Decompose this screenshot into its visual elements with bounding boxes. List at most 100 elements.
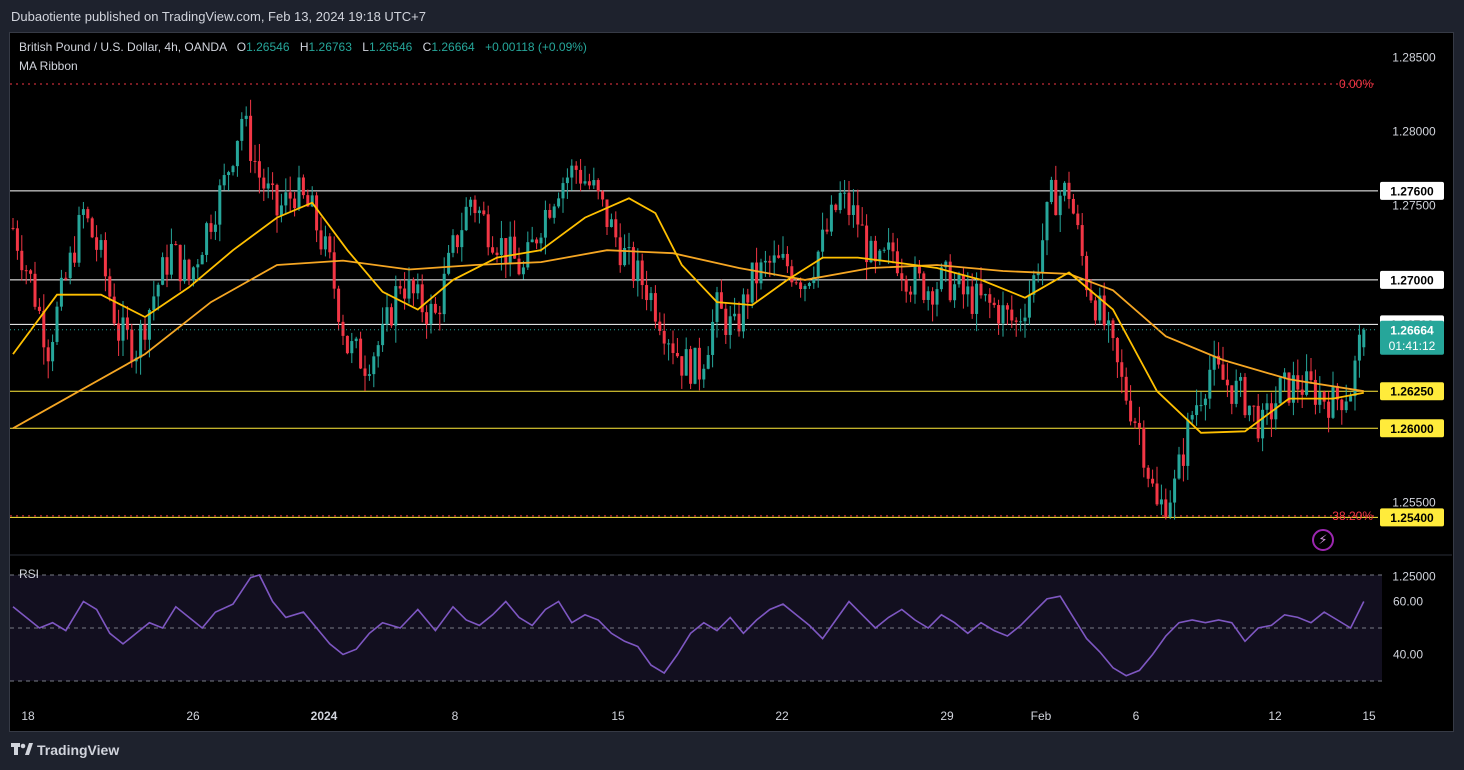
candle-body <box>29 270 33 274</box>
candle-body <box>1089 290 1093 301</box>
indicator-legend[interactable]: MA Ribbon <box>19 59 78 73</box>
candle-body <box>1344 401 1348 411</box>
candle-body <box>1129 400 1133 422</box>
candle-body <box>200 254 204 265</box>
candle-body <box>350 341 354 354</box>
candle-body <box>288 192 292 199</box>
lightning-icon[interactable]: ⚡ <box>1312 529 1334 551</box>
candle-body <box>834 204 838 211</box>
candle-body <box>1137 422 1141 428</box>
candle-body <box>1159 499 1163 505</box>
candle-body <box>887 242 891 250</box>
candle-body <box>310 195 314 207</box>
candle-body <box>772 255 776 263</box>
candle-body <box>1049 179 1053 203</box>
candle-body <box>966 286 970 295</box>
candle-body <box>728 316 732 335</box>
candle-body <box>931 291 935 305</box>
candle-body <box>565 177 569 184</box>
candle-body <box>601 191 605 200</box>
candle-body <box>1309 371 1313 380</box>
candle-body <box>988 294 992 303</box>
candle-body <box>1085 255 1089 291</box>
candle-body <box>499 238 503 255</box>
candle-body <box>891 242 895 252</box>
candle-body <box>1080 225 1084 256</box>
candle-body <box>1177 454 1181 479</box>
candle-body <box>530 239 534 243</box>
candle-body <box>1225 379 1229 386</box>
rsi-legend[interactable]: RSI <box>19 567 40 581</box>
price-badge-box <box>1380 320 1444 355</box>
candle-body <box>1181 454 1185 466</box>
candle-body <box>323 236 327 250</box>
horizontal-levels <box>10 190 1378 518</box>
candle-body <box>1133 421 1137 423</box>
candle-body <box>315 195 319 231</box>
candle-body <box>741 294 745 332</box>
candle-body <box>477 210 481 214</box>
candle-body <box>284 192 288 206</box>
candle-body <box>42 310 46 348</box>
candle-body <box>420 284 424 313</box>
candle-body <box>1190 415 1194 420</box>
candle-body <box>1283 372 1287 378</box>
candle-body <box>416 284 420 294</box>
fib-levels: 0.00% 38.20% <box>10 77 1378 523</box>
candle-body <box>95 237 99 250</box>
time-tick-2: 2024 <box>311 709 338 723</box>
candle-body <box>1353 360 1357 397</box>
candle-body <box>191 267 195 281</box>
candle-body <box>944 261 948 268</box>
candle-body <box>561 183 565 199</box>
candle-body <box>319 230 323 250</box>
candle-body <box>1151 478 1155 484</box>
candle-body <box>1019 321 1023 323</box>
level-badge-text-4: 1.26000 <box>1390 422 1434 436</box>
candle-body <box>1274 403 1278 420</box>
candle-body <box>1027 294 1031 318</box>
candle-body <box>381 324 385 346</box>
symbol-legend[interactable]: British Pound / U.S. Dollar, 4h, OANDA O… <box>19 40 587 54</box>
time-tick-7: Feb <box>1031 709 1052 723</box>
level-badge-5 <box>1380 508 1444 527</box>
candle-body <box>77 214 81 263</box>
candle-body <box>1014 320 1018 322</box>
candle-body <box>684 349 688 376</box>
candle-body <box>1093 300 1097 321</box>
level-badge-text-0: 1.27600 <box>1390 184 1434 198</box>
candle-body <box>627 247 631 249</box>
candle-body <box>68 252 72 279</box>
candle-body <box>249 115 253 161</box>
candle-body <box>411 279 415 294</box>
candle-body <box>992 302 996 306</box>
candle-body <box>552 206 556 218</box>
candle-body <box>926 291 930 300</box>
price-tick-2: 1.27500 <box>1392 199 1436 213</box>
candle-body <box>614 219 618 238</box>
candle-body <box>152 296 156 310</box>
candle-body <box>1230 385 1234 404</box>
rsi-tick-0: 40.00 <box>1393 648 1423 662</box>
candle-body <box>372 356 376 375</box>
candle-body <box>821 229 825 252</box>
candle-body <box>394 286 398 326</box>
candle-body <box>975 283 979 314</box>
candle-body <box>389 307 393 326</box>
time-tick-9: 12 <box>1268 709 1282 723</box>
published-text: Dubaotiente published on TradingView.com… <box>11 9 426 24</box>
candle-body <box>706 354 710 369</box>
candle-body <box>1036 272 1040 276</box>
candle-body <box>1001 305 1005 324</box>
candle-body <box>429 303 433 325</box>
candle-body <box>1164 499 1168 518</box>
price-tick-0: 1.25000 <box>1392 570 1436 584</box>
candle-body <box>1362 329 1366 348</box>
candle-body <box>1357 334 1361 361</box>
level-badges: 1.276001.270001.267001.262501.260001.254… <box>1380 181 1444 527</box>
candle-body <box>1239 377 1243 381</box>
candle-body <box>112 296 116 324</box>
candle-body <box>574 165 578 170</box>
candle-body <box>746 294 750 303</box>
